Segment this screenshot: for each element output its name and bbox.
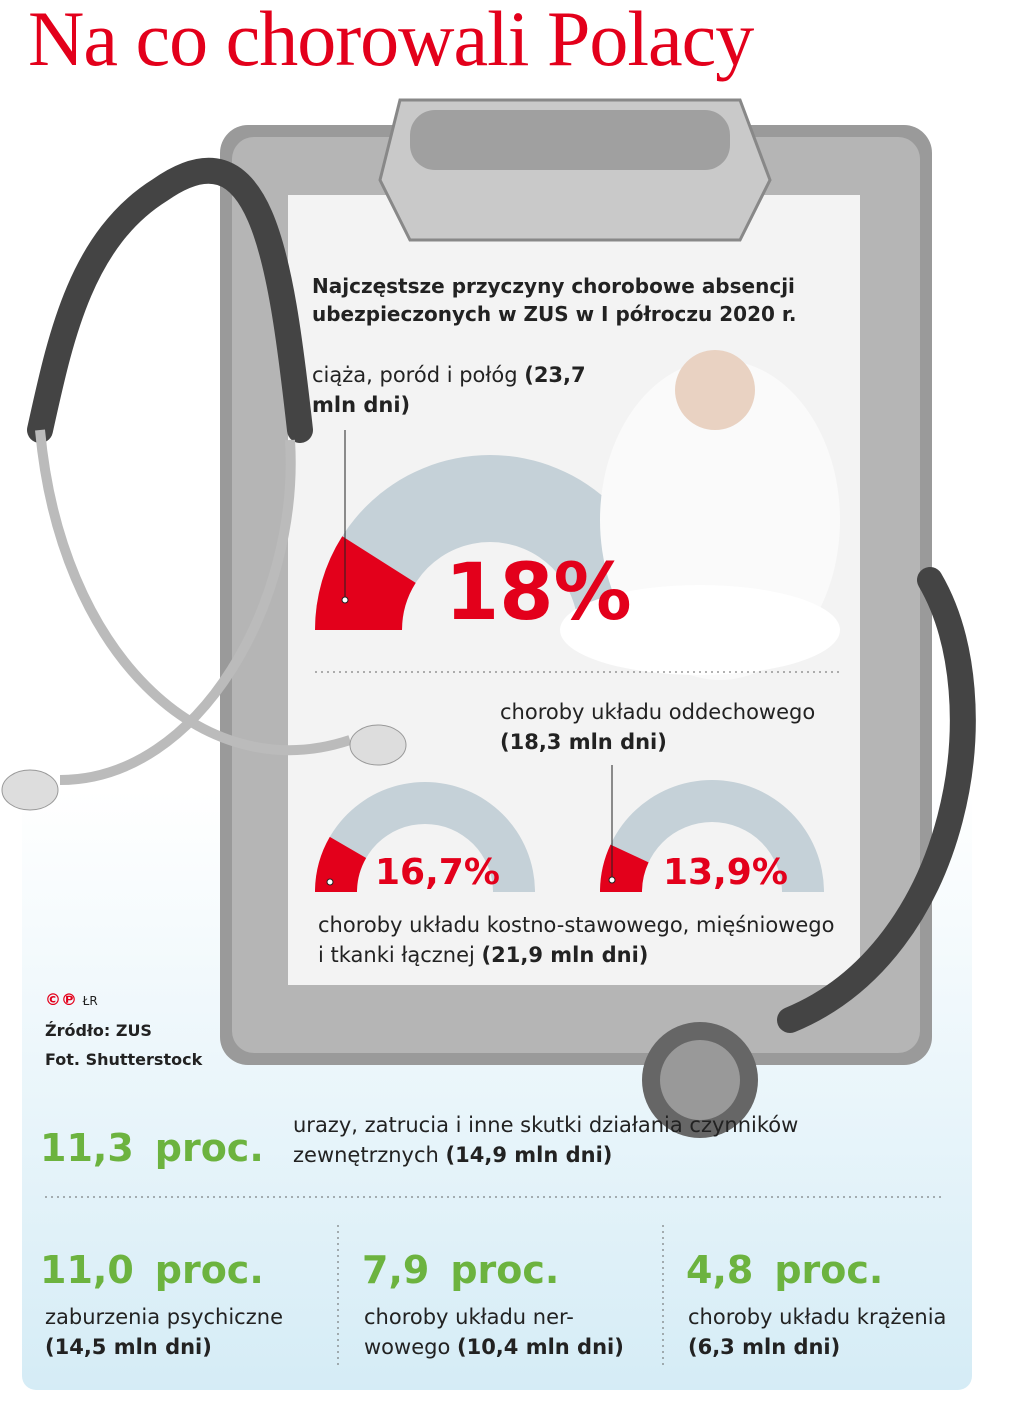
days: (10,4 mln dni) (456, 1335, 624, 1359)
days: (14,9 mln dni) (445, 1143, 613, 1167)
caption: zaburzenia psychiczne (14,5 mln dni) (45, 1302, 325, 1362)
unit: proc. (154, 1126, 264, 1170)
value: 7,9 (362, 1248, 430, 1292)
days: (14,5 mln dni) (45, 1335, 212, 1359)
days: (6,3 mln dni) (688, 1335, 841, 1359)
gauge-track (315, 782, 535, 892)
caption-text: zaburzenia psychiczne (45, 1305, 283, 1329)
gauge-label: 18% (445, 548, 632, 638)
caption: ciąża, poród i połóg (23,7 mln dni) (312, 360, 612, 420)
caption-text: choroby układu krążenia (688, 1305, 947, 1329)
photo (560, 585, 840, 675)
value: 11,3 (40, 1126, 134, 1170)
clip-bar (410, 110, 730, 170)
value-label: 16,7% (375, 852, 500, 893)
subtitle: Najczęstsze przyczyny chorobowe absencji… (312, 274, 797, 326)
stethoscope (35, 429, 352, 785)
caption: choroby układu kostno-stawowego, mięśnio… (318, 910, 838, 970)
caption: urazy, zatrucia i inne skutki działania … (293, 1110, 893, 1170)
earpiece (1, 769, 59, 811)
big-value: 11,0 proc. (40, 1222, 264, 1299)
copyright: ©℗ (45, 990, 77, 1009)
stethoscope (27, 157, 313, 443)
caption: choroby układu oddechowego (18,3 mln dni… (500, 697, 860, 757)
source: Źródło: ZUS (45, 1021, 152, 1040)
caption-text: choroby układu kostno-stawowego, mięśnio… (318, 913, 835, 967)
value-label: 18% (445, 548, 632, 638)
caption-text: choroby układu oddechowego (500, 700, 816, 724)
earpiece (349, 724, 407, 766)
value: 4,8 (686, 1248, 754, 1292)
unit: proc. (450, 1248, 560, 1292)
gauge-value (315, 836, 367, 892)
unit: proc. (774, 1248, 884, 1292)
caption-text: ciąża, poród i połóg (312, 363, 518, 387)
days: (21,9 mln dni) (481, 943, 649, 967)
gauge-label: 16,7% (375, 852, 500, 893)
value: 11,0 (40, 1248, 134, 1292)
caption: choroby układu krążenia (6,3 mln dni) (688, 1302, 968, 1362)
photo-credit: Fot. Shutterstock (45, 1050, 203, 1069)
days: (23,7 mln dni) (312, 363, 586, 417)
caption-text: choroby układu ner-wowego (364, 1305, 574, 1359)
big-value: 7,9 proc. (362, 1222, 559, 1299)
unit: proc. (154, 1248, 264, 1292)
big-value: 11,3 proc. (40, 1100, 264, 1177)
big-value: 4,8 proc. (686, 1222, 883, 1299)
gauge-label: 13,9% (663, 852, 788, 893)
caption: choroby układu ner-wowego (10,4 mln dni) (364, 1302, 654, 1362)
value-label: 13,9% (663, 852, 788, 893)
gauge-value (315, 536, 416, 630)
stethoscope-head (660, 1040, 740, 1120)
leaders (326, 430, 616, 886)
photo (675, 350, 755, 430)
credits: ©℗ ŁR Źródło: ZUS Fot. Shutterstock (45, 985, 202, 1074)
gauge-track (600, 780, 824, 892)
stethoscope (777, 567, 976, 1033)
days: (18,3 mln dni) (500, 730, 667, 754)
title: Na co chorowali Polacy (28, 0, 754, 82)
author: ŁR (82, 994, 98, 1008)
caption-text: urazy, zatrucia i inne skutki działania … (293, 1113, 799, 1167)
